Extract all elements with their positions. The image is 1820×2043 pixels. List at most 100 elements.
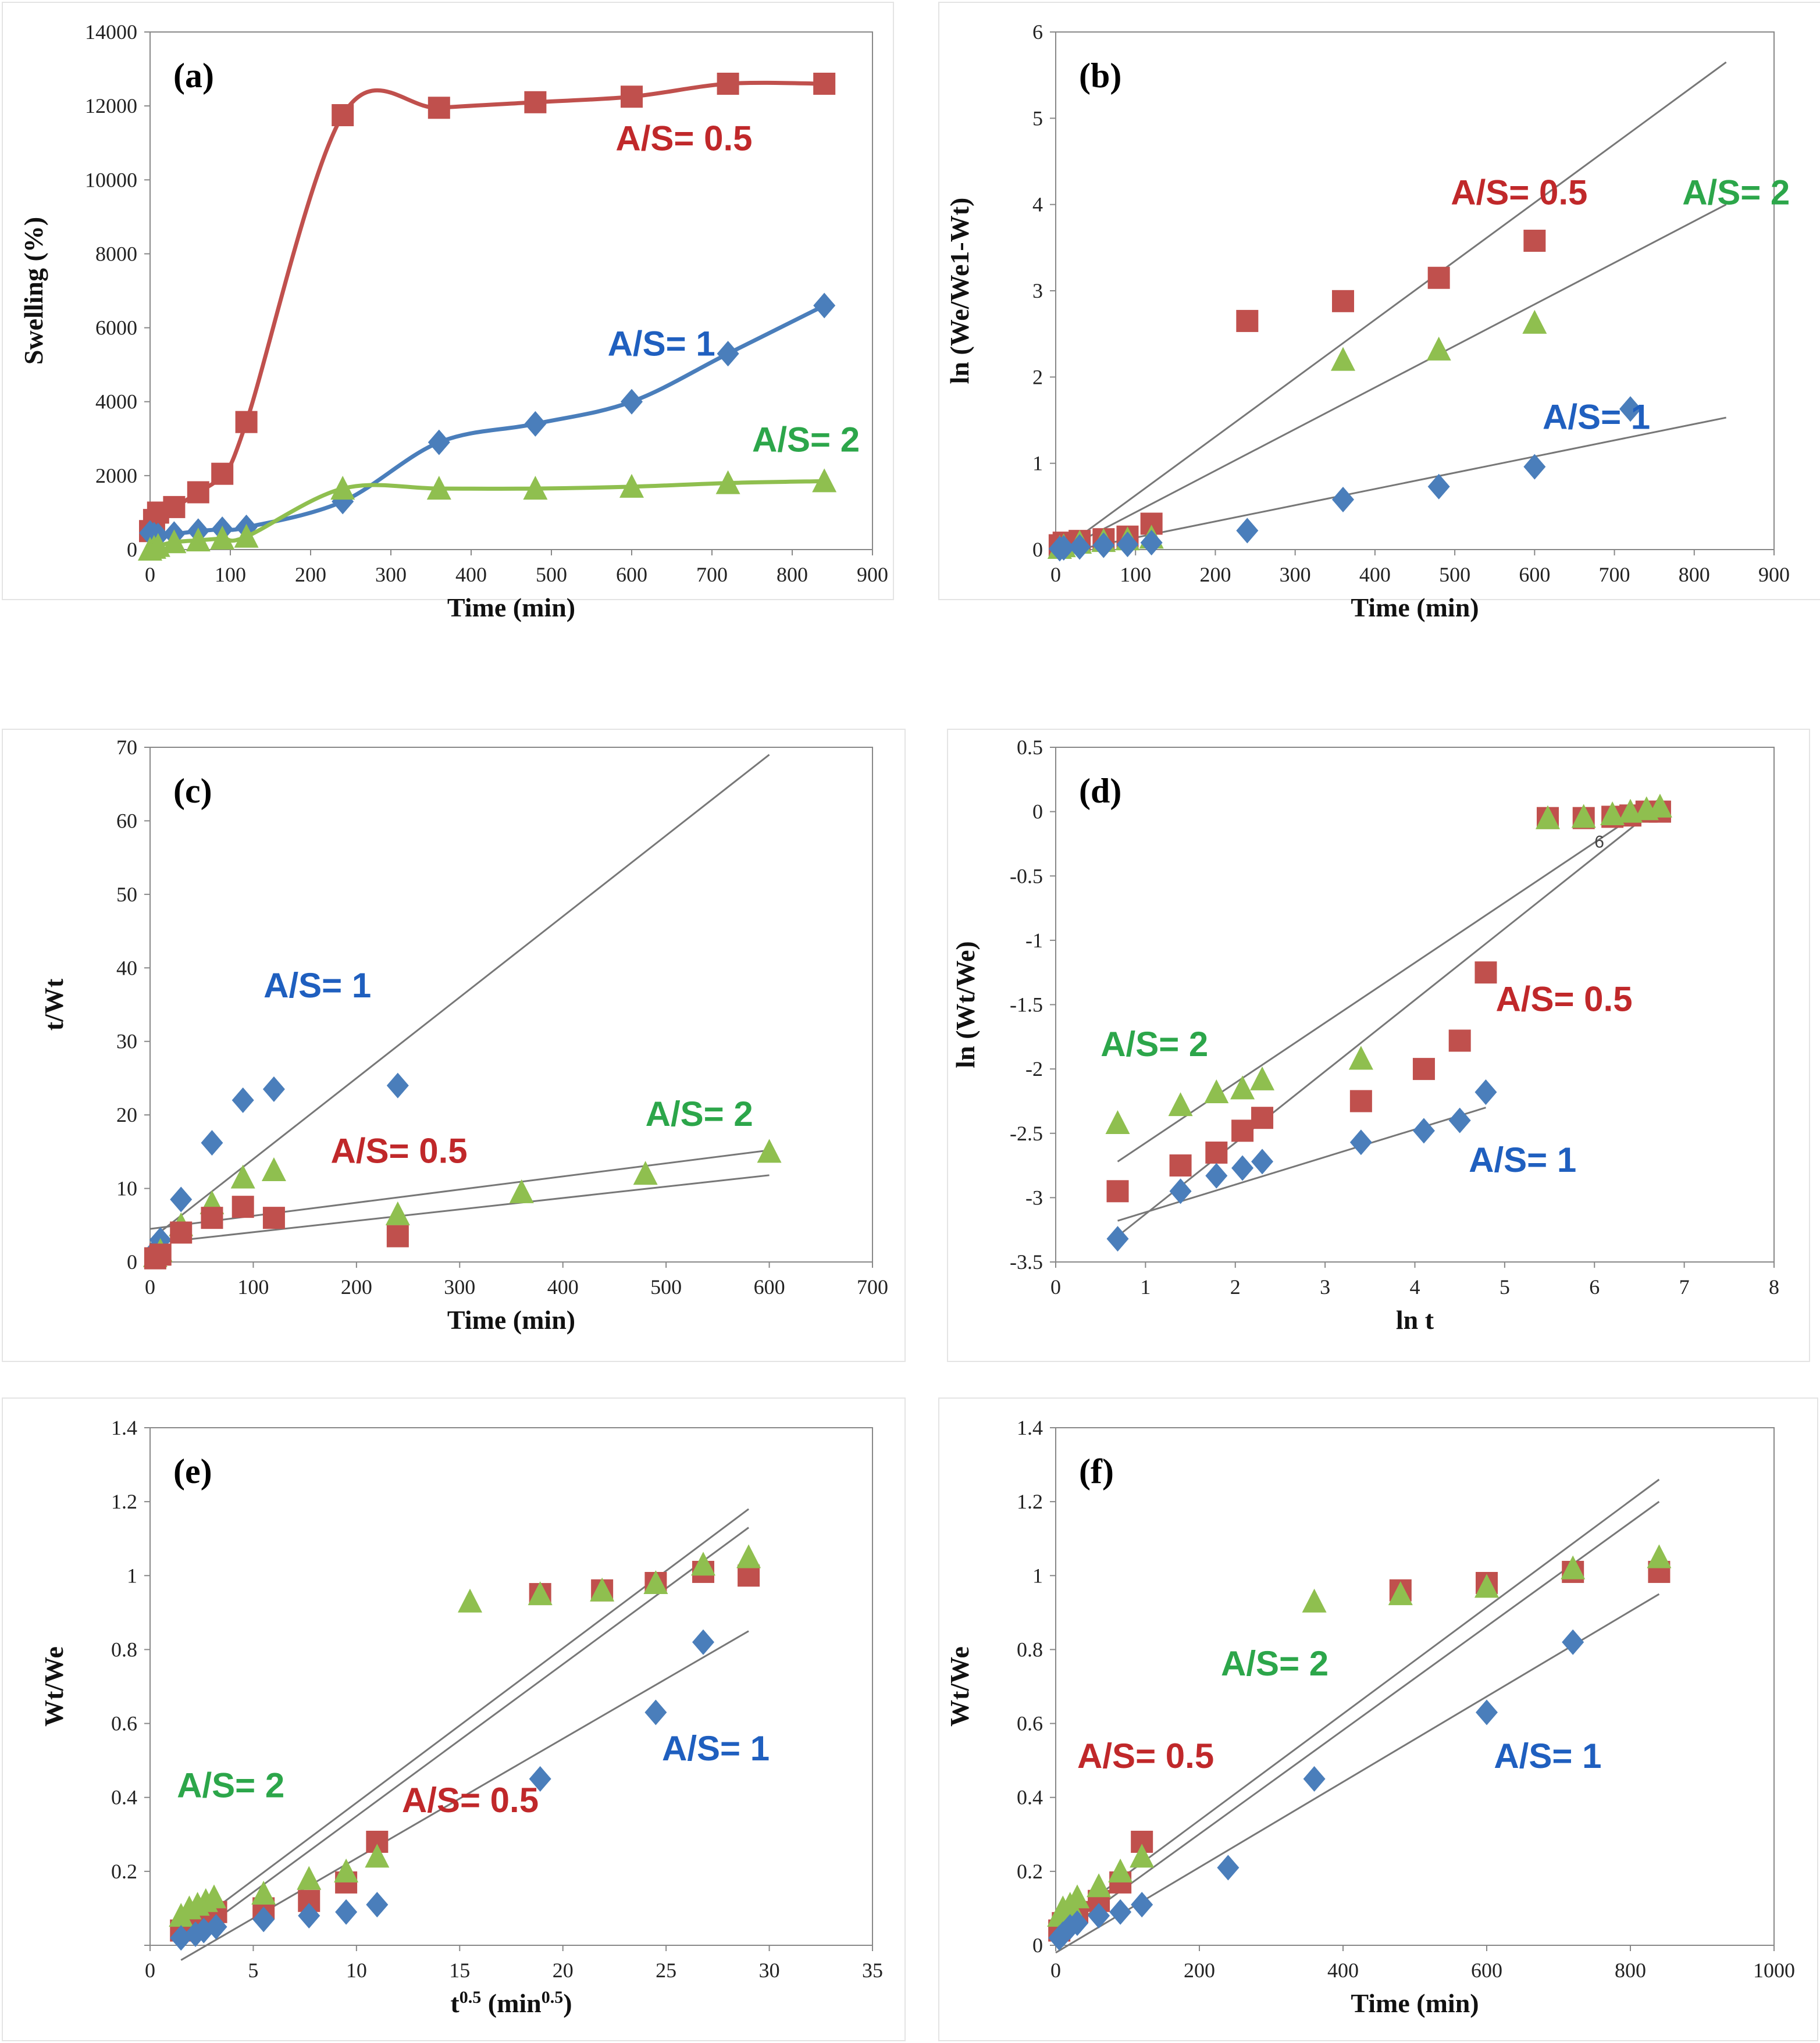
series-a-s--1: [1048, 396, 1641, 562]
data-point: [1448, 1029, 1471, 1052]
fit-line: [180, 1527, 749, 1946]
x-tick-label: 100: [215, 563, 246, 586]
data-point: [1169, 1178, 1192, 1204]
y-tick-label: -2.5: [1010, 1122, 1043, 1145]
y-tick-label: 60: [116, 809, 137, 832]
y-tick-label: 0.6: [1017, 1712, 1043, 1735]
data-point: [149, 1243, 172, 1266]
panel-label: (a): [173, 56, 214, 95]
y-tick-label: -0.5: [1010, 864, 1043, 887]
data-point: [1092, 532, 1115, 558]
x-tick-label: 20: [553, 1959, 574, 1982]
x-tick-label: 600: [1471, 1959, 1502, 1982]
data-point: [524, 411, 547, 437]
data-point: [298, 1903, 320, 1929]
data-point: [1448, 1107, 1471, 1133]
y-tick-label: 0.4: [111, 1786, 137, 1809]
series-a-s--0-5: [144, 1196, 409, 1270]
data-point: [211, 462, 234, 485]
data-point: [691, 1552, 716, 1576]
data-point: [736, 1544, 761, 1568]
data-point: [1205, 1163, 1228, 1189]
x-tick-label: 300: [1280, 563, 1311, 586]
data-point: [643, 1570, 668, 1594]
data-point: [1108, 1858, 1133, 1882]
data-point: [509, 1179, 534, 1203]
panel-frame: [2, 729, 906, 1362]
data-point: [1303, 1766, 1326, 1792]
y-tick-label: -2: [1025, 1057, 1043, 1081]
series-a-s--2: [1047, 1544, 1672, 1927]
x-tick-label: 15: [449, 1959, 470, 1982]
x-tick-label: 300: [375, 563, 407, 586]
x-tick-label: 800: [777, 563, 808, 586]
data-point: [738, 1564, 760, 1587]
x-axis-label: Time (min): [1351, 593, 1479, 622]
x-tick-label: 1: [1140, 1275, 1151, 1299]
plot-area: [149, 747, 873, 1263]
data-point: [621, 85, 643, 108]
series-annotation: A/S= 0.5: [331, 1131, 468, 1170]
series-annotation: A/S= 2: [177, 1766, 284, 1805]
data-point: [385, 1201, 410, 1225]
panel-frame: [938, 2, 1820, 600]
x-tick-label: 500: [536, 563, 567, 586]
data-point: [205, 1914, 227, 1940]
data-point: [812, 468, 837, 493]
x-tick-label: 5: [1500, 1275, 1510, 1299]
data-point: [619, 473, 644, 498]
data-point: [1052, 535, 1075, 561]
data-point: [170, 1221, 193, 1244]
data-point: [1348, 1046, 1373, 1070]
fit-line: [1055, 61, 1727, 555]
y-tick-label: 0.5: [1017, 736, 1043, 759]
x-axis-label: t0.5 (min0.5): [450, 1988, 572, 2019]
x-tick-label: 1000: [1753, 1959, 1795, 1982]
data-point: [813, 293, 836, 319]
y-tick-label: 1: [1032, 452, 1043, 475]
y-tick-label: 4: [1032, 193, 1043, 216]
y-tick-label: 40: [116, 956, 137, 979]
y-axis-label: t/Wt: [39, 978, 69, 1031]
y-tick-label: 10000: [85, 168, 137, 191]
series-a-s--2: [138, 468, 837, 561]
y-tick-label: 1.2: [1017, 1490, 1043, 1513]
y-axis-label: ln (Wt/We): [950, 941, 980, 1068]
panel-c: 0 100 200 300 400 500 600 700 0 10 20 30 40 50 60 70 Tim…: [2, 729, 906, 1362]
y-tick-label: 1: [127, 1564, 137, 1587]
y-tick-label: 1.4: [111, 1416, 137, 1439]
x-tick-label: 400: [547, 1275, 579, 1299]
data-point: [1523, 454, 1546, 480]
data-point: [1619, 396, 1641, 422]
panel-frame: [2, 1397, 906, 2041]
plot-area: [149, 1427, 873, 1946]
x-tick-label: 0: [1050, 563, 1061, 586]
plot-area: [1055, 1427, 1775, 1946]
data-point: [1106, 1180, 1129, 1203]
plot-area: [149, 31, 873, 550]
data-point: [1130, 1844, 1155, 1868]
data-point: [1332, 290, 1354, 312]
data-point: [813, 73, 836, 95]
series-annotation: A/S= 0.5: [1495, 980, 1632, 1019]
data-point: [1066, 1910, 1089, 1936]
x-tick-label: 600: [1519, 563, 1550, 586]
series-annotation: A/S= 0.5: [402, 1781, 539, 1820]
panel-label: (d): [1079, 772, 1121, 810]
y-tick-label: 8000: [95, 242, 137, 265]
data-point: [1204, 1079, 1229, 1103]
fit-line: [1055, 416, 1726, 555]
data-point: [1065, 1884, 1090, 1909]
x-tick-label: 700: [1599, 563, 1630, 586]
x-tick-label: 200: [1199, 563, 1231, 586]
x-axis-label: Time (min): [447, 1305, 575, 1335]
data-point: [1474, 1574, 1499, 1598]
series-annotation: A/S= 0.5: [1451, 173, 1587, 212]
data-point: [1251, 1149, 1274, 1175]
data-point: [529, 1766, 551, 1792]
data-point: [1522, 309, 1547, 334]
y-tick-label: 70: [116, 736, 137, 759]
data-point: [330, 476, 355, 500]
data-point: [1412, 1118, 1435, 1144]
data-point: [524, 91, 547, 113]
